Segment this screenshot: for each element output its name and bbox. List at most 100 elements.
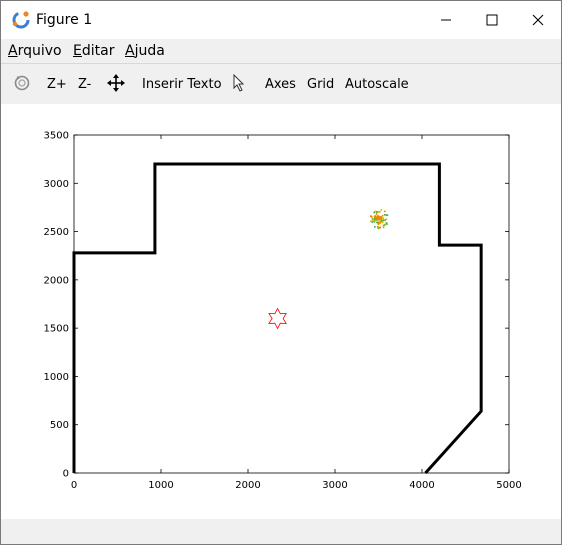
y-tick-label: 3000 — [44, 179, 69, 190]
cluster-point — [384, 219, 386, 221]
menu-bar: Arquivo Editar Ajuda — [1, 39, 561, 63]
cluster-point — [371, 218, 374, 220]
toolbar: Z+ Z- Inserir Texto Axes Grid Autoscale — [1, 63, 561, 105]
minimize-button[interactable] — [423, 1, 469, 39]
cluster-point — [372, 218, 375, 220]
menu-editar-label: ditar — [81, 43, 115, 59]
cluster-point — [386, 214, 389, 216]
cluster-point — [381, 214, 384, 217]
axes-box — [73, 134, 510, 474]
cluster-point — [381, 216, 383, 218]
status-bar — [1, 519, 561, 544]
autoscale-button[interactable]: Autoscale — [345, 77, 409, 92]
zoom-out-button[interactable]: Z- — [78, 77, 92, 92]
close-icon — [532, 14, 544, 26]
y-tick-label: 1500 — [44, 324, 69, 335]
y-tick-label: 2500 — [44, 227, 69, 238]
cluster-point — [374, 215, 376, 217]
cluster-point — [378, 222, 380, 224]
plot-series — [72, 162, 483, 475]
cluster-point — [374, 226, 376, 228]
cluster-point — [374, 210, 376, 213]
y-tick-label: 1000 — [44, 372, 69, 383]
octave-logo-icon — [12, 11, 30, 29]
menu-arquivo-label: rquivo — [17, 43, 62, 59]
cluster-point — [385, 218, 388, 221]
cluster-point — [375, 213, 378, 215]
x-tick-label: 4000 — [409, 480, 434, 491]
cluster-point — [385, 222, 388, 224]
cluster-point — [380, 217, 383, 219]
menu-editar[interactable]: Editar — [73, 43, 114, 59]
cluster-point — [371, 221, 373, 223]
cluster-point — [380, 220, 382, 222]
cluster-point — [379, 221, 382, 224]
window-title: Figure 1 — [36, 12, 93, 28]
cluster-point — [382, 216, 384, 219]
menu-arquivo-mnemonic: A — [8, 43, 18, 59]
figure-canvas[interactable]: 0 1000 2000 3000 4000 5000 0 500 1000 1500 2000 250… — [1, 104, 561, 519]
cursor-arrow-icon[interactable] — [232, 74, 246, 92]
cluster-point — [382, 224, 385, 227]
y-tick-label: 500 — [50, 420, 69, 431]
boundary-line — [72, 162, 483, 475]
x-tick-label: 0 — [71, 480, 77, 491]
axes-button[interactable]: Axes — [265, 77, 296, 92]
cluster-point — [381, 221, 384, 224]
axes — [73, 134, 510, 474]
cluster-point — [384, 214, 386, 216]
title-bar[interactable]: Figure 1 — [1, 1, 561, 39]
tick-labels: 0 1000 2000 3000 4000 5000 0 500 1000 1500 2000 250… — [44, 131, 522, 492]
cluster-point — [373, 221, 376, 223]
cluster-point — [378, 211, 380, 213]
plot-area[interactable]: 0 1000 2000 3000 4000 5000 0 500 1000 1500 2000 250… — [1, 104, 561, 519]
close-button[interactable] — [515, 1, 561, 39]
cluster-point — [377, 211, 379, 213]
cluster-point — [375, 216, 377, 219]
zoom-in-button[interactable]: Z+ — [47, 77, 67, 92]
insert-text-button[interactable]: Inserir Texto — [142, 77, 222, 92]
menu-editar-mnemonic: E — [73, 43, 82, 59]
y-tick-label: 0 — [63, 469, 69, 480]
cluster-point — [371, 220, 374, 222]
cluster-point — [382, 219, 384, 222]
cluster-point — [382, 218, 385, 220]
y-tick-label: 2000 — [44, 275, 69, 286]
cluster-point — [384, 224, 387, 226]
x-tick-label: 1000 — [148, 480, 173, 491]
cluster-point — [384, 210, 386, 213]
cluster-point — [380, 209, 382, 211]
star-marker — [268, 307, 287, 330]
cluster-point — [382, 226, 385, 229]
cluster-point — [377, 226, 380, 228]
x-tick-label: 5000 — [496, 480, 521, 491]
minimize-icon — [441, 19, 451, 21]
cluster-point — [369, 215, 372, 217]
menu-ajuda[interactable]: Ajuda — [125, 43, 165, 59]
menu-arquivo[interactable]: Arquivo — [8, 43, 62, 59]
cluster-point — [374, 219, 377, 222]
menu-ajuda-label: juda — [134, 43, 165, 59]
grid-button[interactable]: Grid — [307, 77, 335, 92]
cluster-point — [376, 221, 379, 224]
pan-arrows-icon[interactable] — [107, 74, 125, 92]
cluster-point — [373, 211, 375, 214]
maximize-button[interactable] — [469, 1, 515, 39]
menu-ajuda-mnemonic: A — [125, 43, 135, 59]
cluster-point — [380, 218, 383, 220]
cluster-point — [386, 223, 388, 225]
y-tick-label: 3500 — [44, 131, 69, 142]
cluster-point — [375, 210, 378, 213]
cluster-point — [374, 218, 376, 221]
cluster-center — [376, 215, 381, 221]
cluster-point — [379, 226, 382, 229]
rotate-icon[interactable] — [13, 74, 31, 92]
cluster-point — [385, 214, 388, 216]
x-tick-label: 3000 — [322, 480, 347, 491]
cluster-point — [370, 220, 372, 223]
cluster-point — [374, 217, 376, 219]
x-tick-label: 2000 — [235, 480, 260, 491]
cluster-point — [377, 223, 380, 226]
cluster-point — [377, 227, 380, 230]
